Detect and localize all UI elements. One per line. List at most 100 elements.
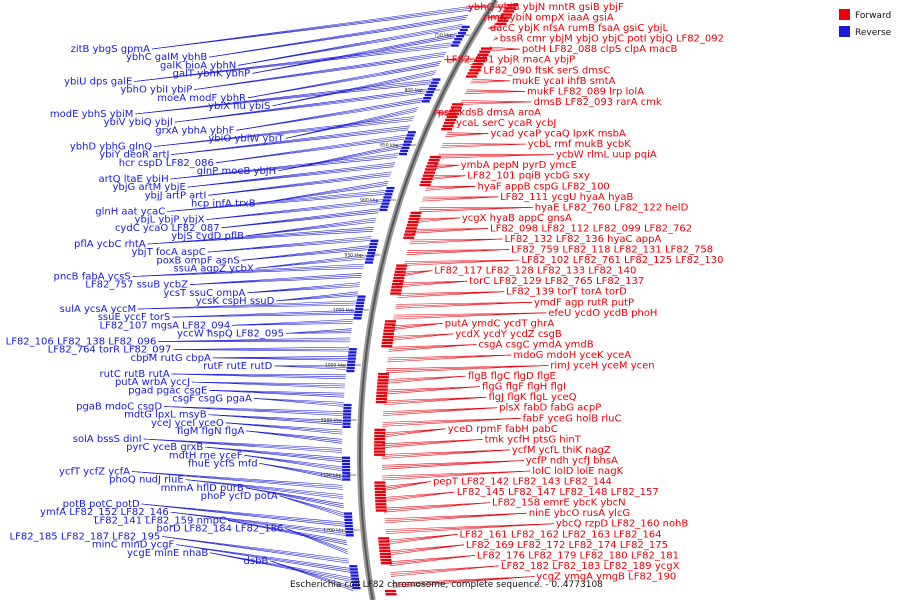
reverse-leader-line <box>285 528 349 555</box>
forward-leader-line <box>487 27 500 30</box>
forward-leader-line <box>460 101 532 103</box>
reverse-gene-label: ssuA aqpZ ycbX <box>173 263 253 274</box>
forward-leader-line <box>446 133 489 135</box>
forward-gene-label: tmk ycfH ptsG hinT <box>485 434 582 445</box>
reverse-feature <box>342 422 351 425</box>
reverse-leader-line <box>257 182 388 204</box>
forward-feature <box>446 115 458 118</box>
forward-leader-line <box>383 491 455 502</box>
forward-gene-label: rpsA kdsB dmsA aroA <box>434 108 542 119</box>
forward-gene-label: flgJ flgK flgL yceQ <box>489 392 577 403</box>
reverse-leader-line <box>285 107 419 139</box>
reverse-leader-line <box>285 111 417 139</box>
reverse-leader-line <box>215 138 405 164</box>
reverse-leader-line <box>212 357 348 359</box>
forward-feature <box>378 540 390 543</box>
reverse-leader-line <box>236 97 423 131</box>
forward-feature <box>499 16 511 19</box>
reverse-leader-line <box>141 503 346 527</box>
reverse-leader-line <box>135 81 431 115</box>
forward-feature <box>392 279 404 283</box>
reverse-feature <box>407 131 416 134</box>
reverse-feature <box>348 348 357 351</box>
forward-leader-line <box>392 576 535 588</box>
forward-leader-line <box>422 196 499 200</box>
reverse-leader-lines <box>131 5 474 592</box>
reverse-leader-line <box>285 528 348 553</box>
forward-feature <box>481 47 492 50</box>
forward-feature <box>380 558 392 562</box>
reverse-leader-line <box>143 438 343 453</box>
tick-label: 750 kbp <box>434 33 452 39</box>
forward-leader-line <box>391 576 535 584</box>
reverse-leader-line <box>208 173 392 196</box>
forward-leader-line <box>390 333 454 339</box>
forward-leader-lines <box>381 3 555 588</box>
reverse-leader-line <box>210 552 352 578</box>
reverse-leader-line <box>245 487 344 505</box>
forward-leader-line <box>382 407 498 414</box>
forward-feature <box>394 270 406 273</box>
reverse-feature <box>342 416 351 419</box>
forward-gene-label: LF82_169 LF82_172 LF82_174 LF82_175 <box>466 540 668 551</box>
reverse-gene-label: hcr cspD LF82_086 <box>119 158 214 169</box>
forward-leader-line <box>385 523 554 532</box>
reverse-gene-label: ymfA LF82_152 LF82_146 <box>40 507 169 518</box>
forward-gene-label: bssR cmr ybjM ybjO ybjC potI ybjQ LF82_0… <box>500 34 724 45</box>
forward-gene-label: fabF yceG holB rluC <box>523 413 622 424</box>
reverse-leader-line <box>206 203 382 220</box>
forward-leader-line <box>404 259 520 262</box>
reverse-gene-label: pflA ycbC rhtA <box>74 239 146 250</box>
reverse-feature <box>401 146 410 149</box>
reverse-feature <box>351 580 360 583</box>
reverse-feature <box>342 478 351 481</box>
forward-leader-line <box>385 375 466 382</box>
reverse-leader-line <box>279 495 345 518</box>
forward-feature <box>448 112 459 115</box>
reverse-gene-label: ybhD ybhG glnQ <box>70 142 152 153</box>
forward-feature <box>445 118 457 122</box>
reverse-feature <box>421 100 430 103</box>
reverse-leader-line <box>276 293 358 302</box>
legend: Forward Reverse <box>839 9 892 38</box>
reverse-leader-line <box>135 83 430 115</box>
reverse-feature <box>347 363 355 366</box>
reverse-feature <box>429 84 438 87</box>
reverse-leader-line <box>245 487 344 507</box>
forward-gene-label: LF82_176 LF82_179 LF82_180 LF82_181 <box>477 550 679 561</box>
reverse-leader-line <box>272 72 436 107</box>
forward-feature <box>374 441 386 444</box>
tick-label: 1000 kbp <box>333 308 354 314</box>
forward-leader-line <box>392 576 535 586</box>
forward-leader-line <box>381 449 510 457</box>
reverse-leader-line <box>210 552 352 580</box>
reverse-leader-line <box>259 463 343 479</box>
forward-leader-line <box>382 460 524 470</box>
reverse-feature <box>427 87 436 91</box>
forward-leader-line <box>385 375 466 384</box>
reverse-feature <box>381 202 390 205</box>
reverse-gene-label: glnP moeB ybjH <box>197 166 276 177</box>
forward-leader-line <box>402 270 433 273</box>
reverse-leader-line <box>174 92 426 123</box>
forward-gene-label: LF82_111 ycgU hyaA hyaB <box>500 192 633 203</box>
reverse-leader-line <box>132 263 365 277</box>
reverse-gene-label: mnmA hflD purB <box>161 483 244 494</box>
reverse-leader-line <box>194 55 445 90</box>
forward-leader-line <box>382 481 432 489</box>
forward-feature <box>406 224 418 227</box>
forward-leader-line <box>409 238 503 243</box>
forward-leader-line <box>412 228 489 232</box>
reverse-leader-line <box>138 304 356 310</box>
forward-feature <box>390 289 402 292</box>
forward-leader-line <box>390 565 499 573</box>
reverse-feature <box>344 512 352 515</box>
reverse-leader-line <box>170 157 398 180</box>
reverse-leader-line <box>132 265 364 277</box>
reverse-feature <box>370 239 379 242</box>
forward-leader-line <box>386 534 458 541</box>
forward-leader-line <box>412 228 489 234</box>
reverse-gene-label: sulA ycsA yccM <box>60 304 137 315</box>
reverse-leader-line <box>209 16 467 58</box>
